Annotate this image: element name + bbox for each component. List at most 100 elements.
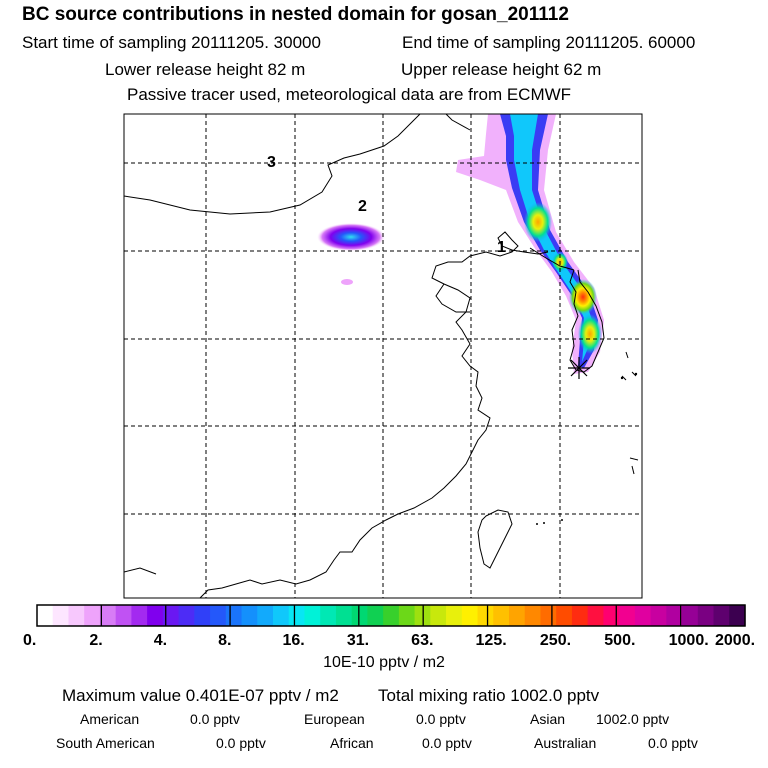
colorbar-cell (430, 605, 447, 626)
colorbar-cell (288, 605, 306, 626)
maximum-value: Maximum value 0.401E-07 pptv / m2 (62, 686, 339, 705)
colorbar-cell (147, 605, 164, 626)
colorbar-cell (210, 605, 227, 626)
colorbar-cell (682, 605, 699, 626)
colorbar-cell (446, 605, 463, 626)
mongolia-border (124, 114, 421, 215)
colorbar-cell (225, 605, 243, 626)
map-frame (123, 113, 643, 599)
colorbar-cell (194, 605, 211, 626)
total-mixing-ratio: Total mixing ratio 1002.0 pptv (378, 686, 600, 705)
colorbar-cell (273, 605, 290, 626)
colorbar-tick-label: 2000. (715, 632, 755, 649)
colorbar-cell (335, 605, 353, 626)
source-asian-value: 1002.0 pptv (596, 711, 670, 727)
source-blob-inland (317, 223, 385, 251)
colorbar-cell (493, 605, 510, 626)
plume-halo (456, 114, 604, 374)
taiwan-coast (477, 509, 513, 569)
colorbar-cell (304, 605, 321, 626)
colorbar: 0. 2. 4. 8. 16. 31. 63. 125. 250. 500. 1000. 2000. (23, 604, 755, 649)
colorbar-cell (729, 605, 746, 626)
colorbar-cell (52, 605, 70, 626)
colorbar-cell (99, 605, 117, 626)
korea-coast (569, 269, 605, 373)
end-time: End time of sampling 20111205. 60000 (402, 33, 696, 52)
colorbar-tick-label: 63. (411, 632, 433, 649)
colorbar-cell (603, 605, 620, 626)
colorbar-cell (477, 605, 494, 626)
colorbar-tick-label: 16. (282, 632, 304, 649)
colorbar-cell (162, 605, 180, 626)
source-asian-name: Asian (530, 711, 566, 727)
colorbar-cell (84, 605, 101, 626)
source-south-american-value: 0.0 pptv (216, 735, 266, 751)
source-australian-value: 0.0 pptv (648, 735, 698, 751)
colorbar-cell (650, 605, 667, 626)
colorbar-cell (367, 605, 384, 626)
upper-release-height: Upper release height 62 m (401, 60, 602, 79)
plume-hotspot-north (524, 202, 552, 242)
hainan-coast (124, 567, 157, 575)
colorbar-cell (241, 605, 258, 626)
colorbar-cell (666, 605, 683, 626)
shandong-coast (435, 283, 470, 313)
colorbar-cell (115, 605, 132, 626)
colorbar-cell (398, 605, 416, 626)
start-time: Start time of sampling 20111205. 30000 (22, 33, 321, 52)
max-and-total: Maximum value 0.401E-07 pptv / m2 Total … (62, 686, 599, 706)
tracer-note: Passive tracer used, meteorological data… (127, 85, 572, 104)
colorbar-cells (37, 605, 746, 626)
china-korea-border (529, 247, 575, 271)
colorbar-cell (37, 605, 54, 626)
lower-release-height: Lower release height 82 m (105, 60, 306, 79)
colorbar-tick-label: 500. (604, 632, 635, 649)
colorbar-cell (383, 605, 400, 626)
map-panel: 1 2 3 (123, 113, 643, 599)
source-european-value: 0.0 pptv (416, 711, 466, 727)
colorbar-cell (351, 605, 368, 626)
china-coast (199, 231, 549, 598)
plot-title: BC source contributions in nested domain… (22, 4, 569, 25)
islands (536, 372, 638, 525)
colorbar-cell (461, 605, 479, 626)
source-european-name: European (304, 711, 365, 727)
plume-hotspot-south (578, 314, 602, 354)
colorbar-tick-label: 125. (476, 632, 507, 649)
source-australian-name: Australian (534, 735, 597, 751)
colorbar-cell (257, 605, 274, 626)
source-american-name: American (80, 711, 140, 727)
colorbar-cell (571, 605, 589, 626)
colorbar-cell (619, 605, 636, 626)
colorbar-cell (634, 605, 652, 626)
colorbar-cell (587, 605, 604, 626)
north-border (445, 114, 471, 131)
region-label-1: 1 (497, 239, 506, 256)
colorbar-cell (178, 605, 195, 626)
graticule (124, 114, 642, 598)
colorbar-cell (68, 605, 85, 626)
source-american-value: 0.0 pptv (190, 711, 240, 727)
sampling-times: Start time of sampling 20111205. 30000 E… (22, 33, 695, 53)
source-african-value: 0.0 pptv (422, 735, 472, 751)
release-heights: Lower release height 82 m Upper release … (105, 60, 601, 80)
region-label-3: 3 (267, 154, 276, 171)
region-label-2: 2 (358, 198, 367, 215)
colorbar-cell (697, 605, 715, 626)
colorbar-frame (36, 604, 746, 627)
plume-field (317, 114, 604, 374)
colorbar-cell (540, 605, 557, 626)
colorbar-tick-label: 250. (540, 632, 571, 649)
colorbar-tick-label: 31. (347, 632, 369, 649)
receptor-star-icon (568, 357, 590, 379)
plume-core (510, 114, 592, 362)
colorbar-tick-label: 0. (23, 632, 36, 649)
colorbar-unit-label: 10E-10 pptv / m2 (323, 654, 445, 671)
colorbar-cell (556, 605, 573, 626)
colorbar-tick-label: 8. (218, 632, 231, 649)
colorbar-cell (131, 605, 148, 626)
colorbar-cell (713, 605, 730, 626)
source-blob-small (341, 279, 353, 285)
colorbar-cell (320, 605, 337, 626)
